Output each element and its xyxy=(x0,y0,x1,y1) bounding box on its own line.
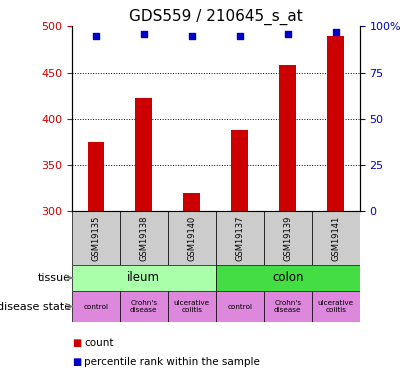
Text: GSM19137: GSM19137 xyxy=(235,216,244,261)
Bar xyxy=(72,265,216,291)
Bar xyxy=(312,211,360,265)
Text: tissue: tissue xyxy=(38,273,71,283)
Text: control: control xyxy=(227,303,252,309)
Bar xyxy=(312,291,360,322)
Point xyxy=(141,31,147,37)
Bar xyxy=(264,291,312,322)
Text: GSM19138: GSM19138 xyxy=(139,216,148,261)
Text: GSM19141: GSM19141 xyxy=(331,216,340,261)
Bar xyxy=(136,99,152,211)
Point xyxy=(189,33,195,39)
Text: control: control xyxy=(83,303,109,309)
Point xyxy=(92,33,99,39)
Text: Crohn's
disease: Crohn's disease xyxy=(130,300,157,313)
Bar xyxy=(72,211,120,265)
Bar xyxy=(72,291,120,322)
Text: colon: colon xyxy=(272,272,303,284)
Bar xyxy=(120,291,168,322)
Bar xyxy=(168,211,216,265)
Bar xyxy=(279,65,296,211)
Text: disease state: disease state xyxy=(0,302,71,312)
Bar xyxy=(168,291,216,322)
Point xyxy=(284,31,291,37)
Point xyxy=(236,33,243,39)
Bar xyxy=(327,36,344,212)
Text: ■: ■ xyxy=(72,338,81,348)
Title: GDS559 / 210645_s_at: GDS559 / 210645_s_at xyxy=(129,9,302,25)
Bar xyxy=(120,211,168,265)
Bar xyxy=(183,193,200,211)
Text: GSM19139: GSM19139 xyxy=(283,216,292,261)
Text: GSM19135: GSM19135 xyxy=(91,216,100,261)
Text: ileum: ileum xyxy=(127,272,160,284)
Text: percentile rank within the sample: percentile rank within the sample xyxy=(84,357,260,367)
Text: ulcerative
colitis: ulcerative colitis xyxy=(174,300,210,313)
Bar xyxy=(216,265,360,291)
Bar xyxy=(216,211,264,265)
Text: count: count xyxy=(84,338,114,348)
Text: ■: ■ xyxy=(72,357,81,367)
Bar xyxy=(231,130,248,212)
Point xyxy=(332,29,339,35)
Text: GSM19140: GSM19140 xyxy=(187,216,196,261)
Text: ulcerative
colitis: ulcerative colitis xyxy=(318,300,354,313)
Bar xyxy=(216,291,264,322)
Bar xyxy=(88,142,104,211)
Text: Crohn's
disease: Crohn's disease xyxy=(274,300,301,313)
Bar xyxy=(264,211,312,265)
